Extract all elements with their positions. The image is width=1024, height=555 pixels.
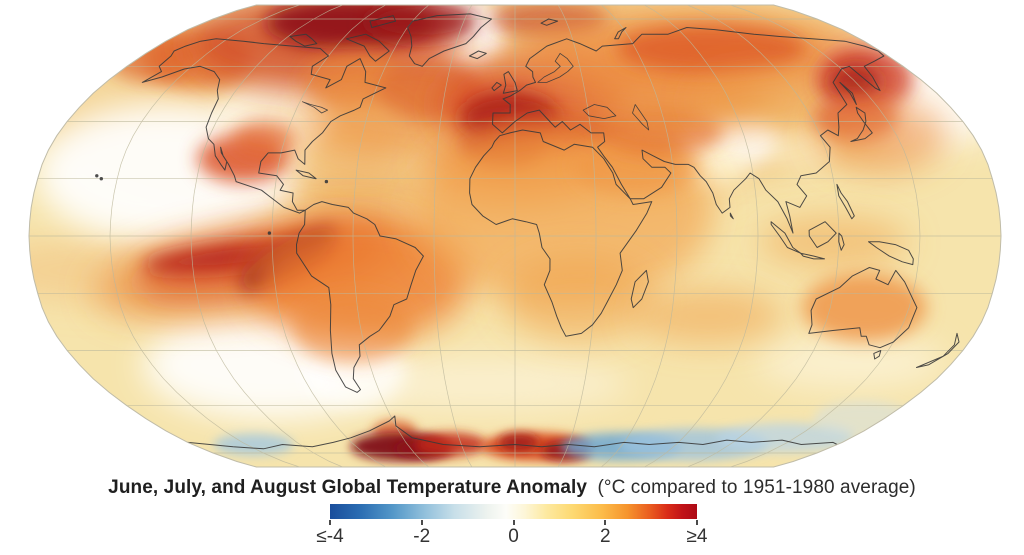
inland-water-caspian <box>632 104 650 131</box>
anomaly-blob <box>755 335 946 388</box>
coastline-south_america <box>296 201 424 393</box>
coastline-eurasia <box>492 27 885 234</box>
coastline-uk <box>502 71 518 94</box>
meridian-line <box>433 5 473 467</box>
coastline-svalbard <box>540 18 559 26</box>
coastline-baffin <box>345 33 390 62</box>
colorbar-label: ≤-4 <box>316 526 344 547</box>
anomaly-blob <box>616 24 807 73</box>
anomaly-blob <box>503 257 654 341</box>
coastline-ellesmere <box>369 15 397 28</box>
coastline-north_america <box>141 38 387 214</box>
coastline-antarctica <box>187 415 838 450</box>
meridian-line <box>730 5 921 467</box>
coastline-sakhalin <box>839 81 857 105</box>
inland-water-baltic <box>537 53 574 83</box>
anomaly-blob <box>294 105 405 166</box>
coastline-new_guinea <box>868 241 914 266</box>
inland-water-great_lakes <box>302 101 328 114</box>
graticule <box>29 5 1001 467</box>
coastline-borneo <box>808 221 837 248</box>
meridian-line <box>600 5 678 467</box>
anomaly-blob <box>295 166 426 215</box>
meridian-line <box>190 5 343 467</box>
coastline-iceland <box>468 50 487 60</box>
anomaly-blob <box>498 433 539 452</box>
anomaly-blob <box>632 288 783 345</box>
small-island-dot <box>267 231 272 235</box>
meridian-line <box>644 5 759 467</box>
coastline-australia <box>808 267 918 349</box>
coastline-new_zealand <box>916 332 960 368</box>
coastline-japan <box>850 106 873 142</box>
coastline-philippines <box>836 183 855 220</box>
colorbar-label: -2 <box>413 526 431 547</box>
anomaly-blob <box>715 422 856 453</box>
meridian-line <box>271 5 386 467</box>
coastline-novaya_zemlya <box>614 27 627 40</box>
meridian-line <box>109 5 300 467</box>
caption: June, July, and August Global Temperatur… <box>0 477 1024 499</box>
anomaly-blob <box>232 120 297 157</box>
colorbar-tick <box>512 520 515 525</box>
colorbar-gradient <box>330 504 697 519</box>
colorbar: ≤-4 -2 0 2 ≥4 <box>316 504 708 552</box>
colorbar-label: 0 <box>508 526 519 547</box>
colorbar-tick <box>329 520 331 525</box>
anomaly-blob <box>105 30 196 82</box>
coastline-sulawesi <box>838 232 845 251</box>
coastline-sri_lanka <box>729 212 734 220</box>
small-island-dot <box>95 174 99 178</box>
coastline-tasmania <box>873 350 882 360</box>
anomaly-blob <box>213 433 294 456</box>
anomaly-blob <box>693 73 824 130</box>
coastline-africa <box>469 129 653 337</box>
small-island-dot <box>99 177 104 181</box>
anomaly-blob <box>366 5 477 42</box>
anomaly-blob <box>292 292 413 363</box>
anomaly-blob <box>330 356 631 413</box>
map-subtitle: (°C compared to 1951-1980 average) <box>597 477 916 498</box>
meridian-line <box>352 5 430 467</box>
coastline-madagascar <box>630 269 649 309</box>
coastline-java <box>800 252 825 260</box>
map-title: June, July, and August Global Temperatur… <box>108 477 588 498</box>
coastline-victoria <box>289 33 318 47</box>
small-island-dot <box>324 179 329 184</box>
colorbar-tick <box>696 520 698 525</box>
map-layers <box>29 5 1001 467</box>
colorbar-tick <box>604 520 607 525</box>
coastline-sumatra <box>770 221 802 254</box>
world-map <box>28 4 1002 468</box>
anomaly-blob <box>802 273 927 342</box>
colorbar-label: ≥4 <box>686 526 708 547</box>
map-outline <box>28 4 1002 468</box>
coastline-ireland <box>491 81 502 92</box>
coastlines <box>95 13 960 450</box>
anomaly-blob <box>758 215 909 268</box>
meridian-line <box>557 5 597 467</box>
anomaly-blob <box>816 97 947 174</box>
colorbar-label: 2 <box>599 526 611 547</box>
colorbar-tick <box>420 520 423 525</box>
anomaly-field <box>29 5 1001 461</box>
inland-water-black_sea <box>582 104 617 119</box>
coastline-cuba <box>295 169 317 180</box>
coastline-greenland <box>407 13 492 67</box>
